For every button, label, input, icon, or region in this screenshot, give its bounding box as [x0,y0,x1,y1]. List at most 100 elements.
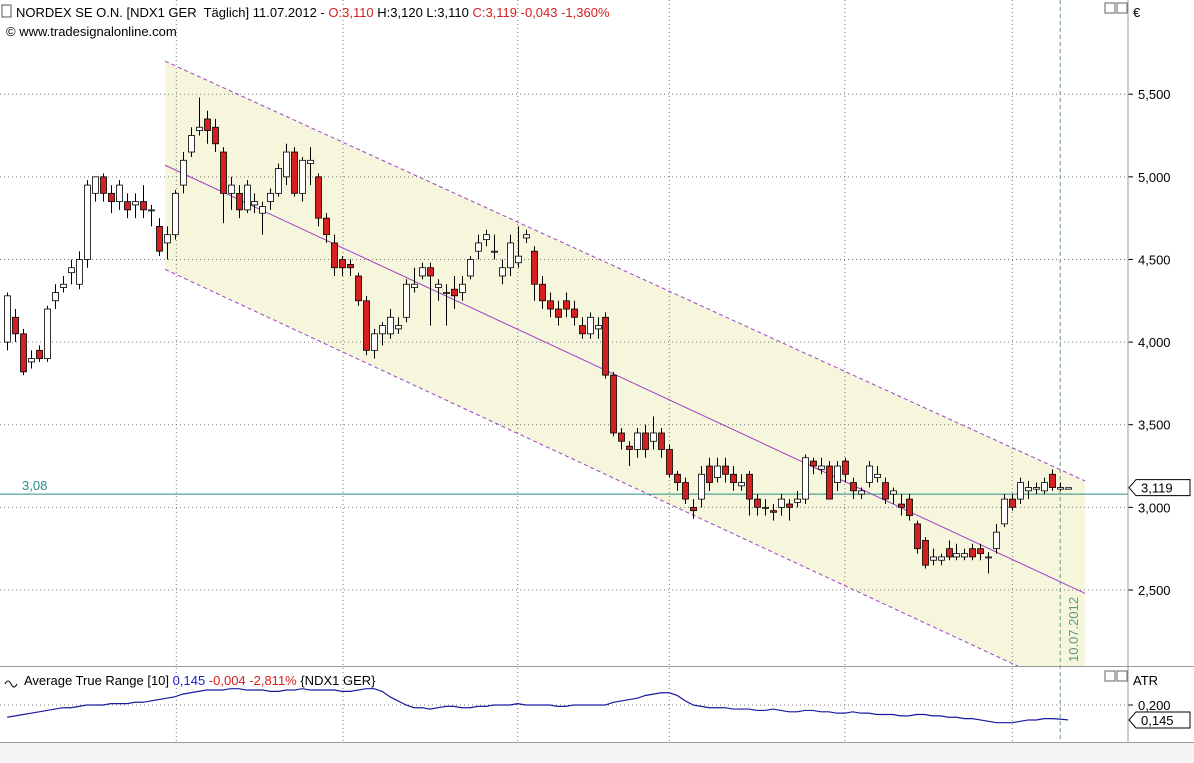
candle-body [961,553,968,558]
candle-body [259,206,266,214]
candle-body [547,300,554,310]
candle-body [730,473,737,483]
candle-body [299,159,306,194]
candle-body [531,250,538,285]
candle-body [307,159,314,165]
candle-body [4,295,11,343]
high-low-label: H:3,120 L:3,110 [374,5,473,20]
y-tick-label: 4,000 [1138,335,1171,350]
value-marker-label: 0,145 [1141,713,1174,728]
candle-body [108,192,115,203]
candle-body [571,308,578,318]
candle-body [355,275,362,302]
candle-body [411,283,418,288]
candle-body [866,465,873,483]
candle-body [587,316,594,335]
x-axis-band [0,743,1194,763]
candle-body [204,118,211,131]
candle-body [658,432,665,450]
candle-body [985,556,992,559]
atr-value: 0,145 [173,673,206,688]
candle-body [762,506,769,509]
candle-body [507,242,514,269]
candle-body [84,184,91,260]
candle-body [890,490,897,495]
currency: € [1133,5,1141,20]
channel-lower [164,268,1019,666]
candle-body [914,523,921,550]
candle-body [251,201,258,206]
candle-body [1025,487,1032,492]
level-label: 3,08 [22,478,47,493]
candle-body [746,473,753,500]
candle-body [60,283,67,288]
main-plot-back [165,61,1085,666]
atr-name: Average True Range [10] [24,673,173,688]
candle-body [467,259,474,277]
candle-body [236,192,243,211]
candle-body [132,201,139,206]
candle-body [363,300,370,351]
candle-body [148,209,155,212]
candle-body [20,333,27,373]
candle-body [283,151,290,178]
candle-body [778,498,785,508]
candle-body [938,556,945,561]
y-tick-label: 3,000 [1138,500,1171,515]
candle-body [491,250,498,253]
candle-body [196,126,203,131]
candle-body [555,308,562,318]
candle-body [610,374,617,434]
candle-body [1049,473,1056,488]
chart-title: NORDEX SE O.N. [NDX1 GER Täglich] 11.07.… [16,5,610,20]
atr-change: -0,004 -2,811% [205,673,300,688]
candle-body [156,226,163,252]
window-button[interactable] [1116,670,1128,682]
candle-body [419,267,426,277]
candle-body [267,192,274,203]
candle-body [794,498,801,503]
candle-body [100,176,107,194]
candle-body [228,184,235,194]
candle-body [403,283,410,318]
candle-body [770,510,777,513]
candle-body [451,288,458,297]
candle-body [387,316,394,335]
candle-body [1057,487,1064,490]
candle-body [339,259,346,269]
value-marker [1128,711,1191,729]
candle-body [68,267,75,274]
candle-body [563,300,570,310]
candle-body [1009,498,1016,508]
candle-body [810,460,817,467]
window-button[interactable] [1104,670,1116,682]
candle-body [595,325,602,330]
header-icon [1,4,12,18]
candle-body [44,308,51,360]
candle-body [12,316,19,335]
candle-body [515,255,522,264]
candle-body [882,482,889,500]
candle-body [1041,482,1048,492]
title: NORDEX SE O.N. [NDX1 GER Täglich] 11.07.… [16,5,328,20]
candle-body [331,242,338,269]
y-tick-label: 2,500 [1138,583,1171,598]
window-button[interactable] [1116,2,1128,14]
candle-body [116,184,123,203]
candle-body [28,358,35,363]
main-plot-front: 3,08 [0,60,1128,666]
source: © www.tradesignalonline.com [6,24,177,39]
price-marker-label: 3,119 [1141,481,1173,496]
candle-body [698,473,705,500]
candle-body [323,217,330,236]
candle-body [275,168,282,194]
y-tick-label: 5,500 [1138,87,1171,102]
candle-body [443,292,450,294]
y-tick-label: 3,500 [1138,418,1171,433]
candle-body [435,283,442,288]
window-button[interactable] [1104,2,1116,14]
atr-title: Average True Range [10] 0,145 -0,004 -2,… [24,673,376,688]
candle-body [802,457,809,500]
